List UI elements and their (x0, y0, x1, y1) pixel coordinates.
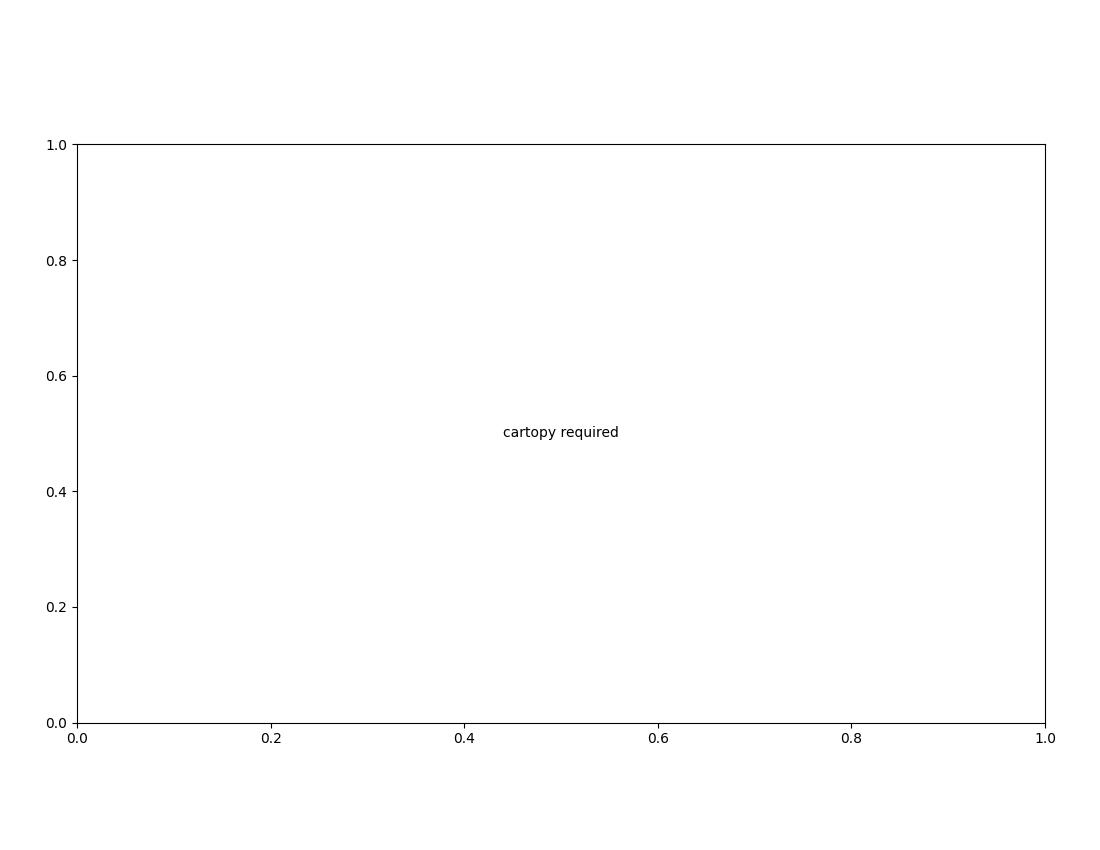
Text: cartopy required: cartopy required (503, 427, 619, 440)
